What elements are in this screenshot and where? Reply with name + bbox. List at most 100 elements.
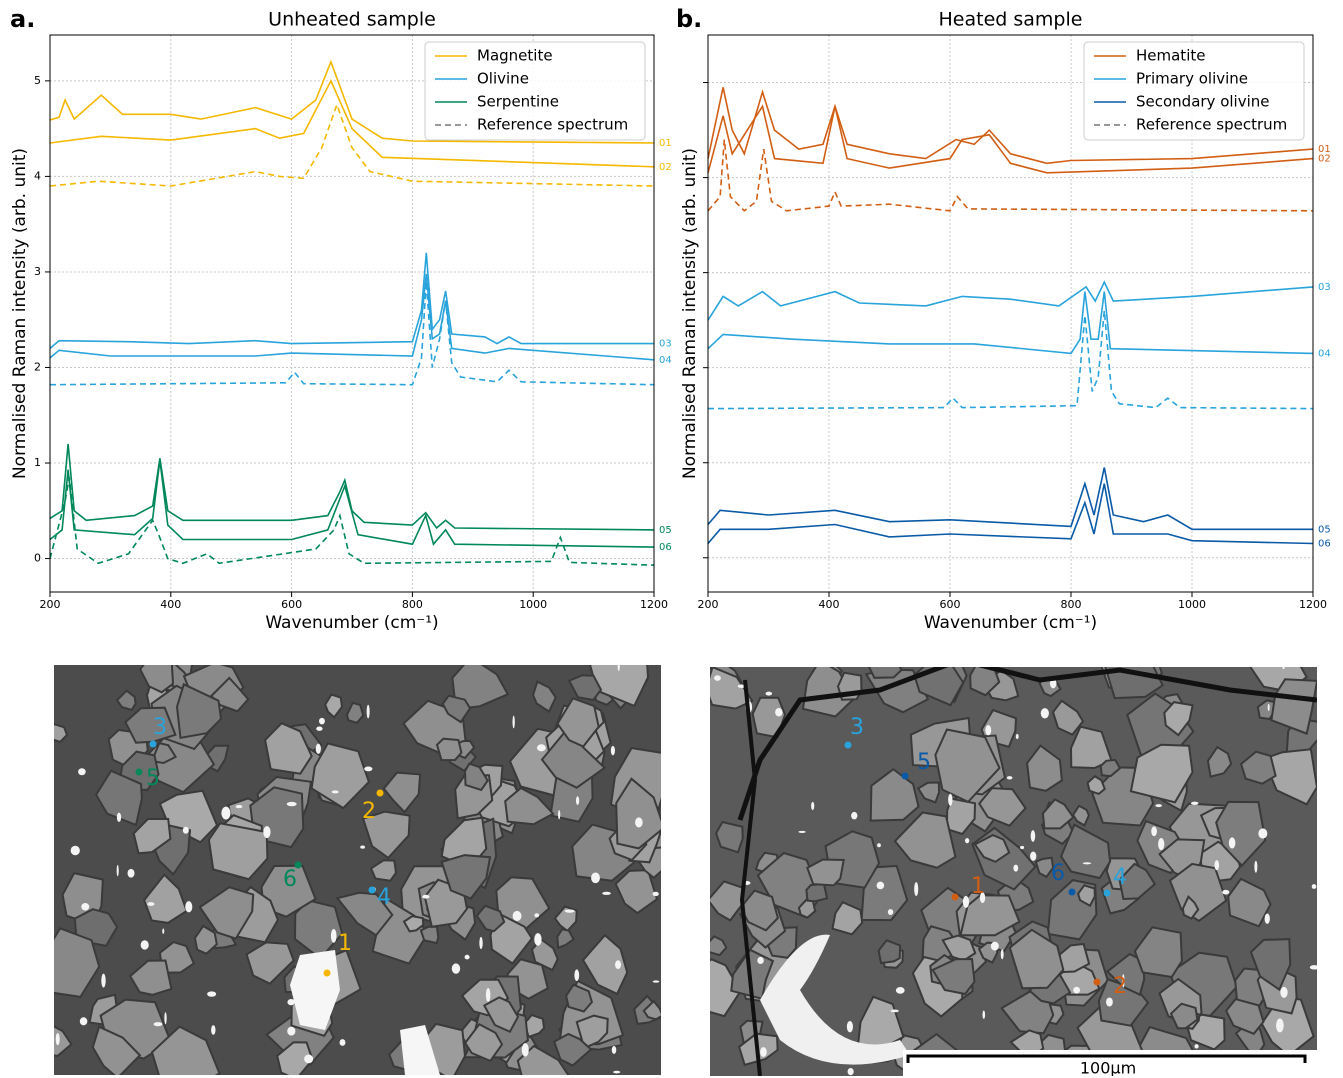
bright-grain	[635, 817, 643, 827]
x-tick-label: 1000	[1178, 598, 1206, 611]
bright-grain	[1158, 838, 1164, 850]
bright-grain	[287, 802, 297, 806]
grain	[437, 739, 461, 760]
y-axis-label: Normalised Raman intensity (arb. unit)	[680, 148, 700, 479]
panel-label: b.	[676, 5, 702, 33]
x-tick-label: 800	[1061, 598, 1082, 611]
bright-grain	[512, 716, 514, 729]
bright-grain	[117, 813, 121, 822]
x-tick-label: 400	[819, 598, 840, 611]
bright-grain	[985, 725, 991, 735]
bright-grain	[101, 974, 105, 988]
bright-grain	[1073, 987, 1080, 994]
bright-grain	[714, 675, 721, 681]
point-label: 4	[377, 885, 391, 910]
bright-grain	[1013, 865, 1018, 872]
series-label: 03	[1318, 282, 1331, 293]
bright-grain	[263, 826, 270, 838]
bright-grain	[851, 812, 857, 819]
bright-grain	[211, 1025, 215, 1035]
bright-grain	[340, 1039, 346, 1046]
analysis-point	[136, 769, 143, 776]
bright-grain	[1151, 826, 1157, 836]
bright-grain	[316, 744, 321, 754]
point-label: 5	[917, 750, 931, 775]
x-tick-label: 1200	[1299, 598, 1327, 611]
bright-grain	[1194, 1044, 1198, 1048]
analysis-point	[1104, 890, 1111, 897]
series-label: 06	[659, 542, 672, 553]
point-label: 1	[971, 874, 985, 899]
spectrum	[50, 444, 654, 530]
bright-grain	[602, 892, 611, 895]
bright-grain	[364, 767, 372, 772]
bright-grain	[287, 1027, 295, 1036]
bright-grain	[798, 831, 805, 833]
y-tick-label: 0	[34, 552, 41, 565]
analysis-point	[845, 742, 852, 749]
bright-grain	[591, 873, 600, 884]
bright-grain	[522, 1043, 529, 1056]
bright-grain	[1268, 704, 1270, 711]
bright-grain	[891, 1010, 899, 1013]
point-label: 6	[1051, 861, 1065, 886]
bright-grain	[1276, 1018, 1284, 1032]
bright-grain	[574, 969, 579, 981]
bright-grain	[948, 794, 952, 806]
chart-title: Heated sample	[939, 9, 1083, 31]
grain	[806, 884, 827, 902]
bright-grain	[513, 911, 522, 921]
bright-grain	[81, 903, 89, 910]
bright-grain	[558, 810, 560, 819]
bright-grain	[847, 1021, 853, 1032]
spectrum	[50, 282, 654, 385]
bright-grain	[1222, 890, 1229, 895]
legend-label: Magnetite	[477, 47, 553, 65]
bright-grain	[185, 901, 192, 912]
bright-grain	[1030, 852, 1036, 861]
series-label: 04	[1318, 348, 1331, 359]
legend-label: Primary olivine	[1136, 70, 1248, 88]
bright-grain	[611, 746, 615, 755]
x-axis-label: Wavenumber (cm⁻¹)	[924, 613, 1097, 633]
bright-grain	[537, 744, 546, 751]
bright-grain	[1265, 914, 1270, 924]
analysis-point	[952, 894, 959, 901]
legend-label: Olivine	[477, 70, 529, 88]
bright-grain	[1214, 860, 1219, 870]
bright-grain	[565, 909, 575, 912]
bright-grain	[332, 790, 339, 793]
bright-grain	[1031, 830, 1036, 842]
bright-grain	[775, 708, 782, 717]
bright-grain	[914, 882, 918, 896]
bright-grain	[1229, 837, 1236, 848]
bright-grain	[766, 692, 773, 696]
bright-grain	[164, 1012, 166, 1024]
spectrum	[708, 468, 1313, 530]
bright-grain	[304, 1055, 313, 1064]
bright-grain	[128, 869, 135, 878]
point-label: 5	[146, 766, 160, 791]
bright-grain	[534, 913, 539, 917]
bright-grain	[207, 991, 216, 996]
bright-grain	[465, 955, 470, 960]
legend-label: Serpentine	[477, 93, 559, 111]
point-label: 2	[362, 799, 376, 824]
bright-grain	[71, 846, 80, 856]
bright-grain	[848, 1068, 854, 1075]
bright-grain	[360, 845, 365, 848]
bright-grain	[1016, 734, 1019, 739]
x-tick-label: 600	[281, 598, 302, 611]
legend-label: Secondary olivine	[1136, 93, 1270, 111]
spectrum	[708, 282, 1313, 320]
analysis-point	[1094, 979, 1101, 986]
bright-grain	[367, 705, 370, 719]
analysis-point	[902, 773, 909, 780]
bright-grain	[1020, 846, 1024, 849]
series-label: 05	[659, 525, 672, 536]
bright-grain	[221, 807, 230, 820]
bright-grain	[576, 796, 579, 805]
y-tick-label: 2	[34, 360, 41, 373]
x-tick-label: 200	[40, 598, 61, 611]
